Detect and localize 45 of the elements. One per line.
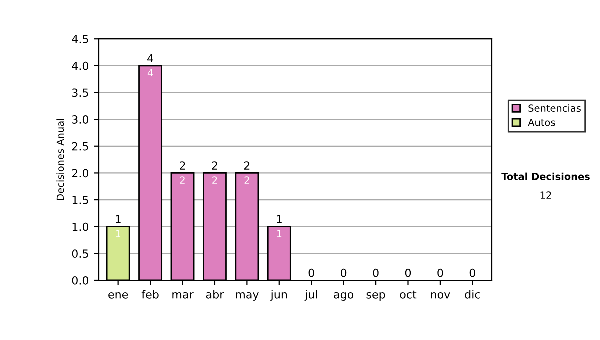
- total-label: 2: [212, 162, 218, 170]
- y-tick-label: 1.0: [72, 222, 89, 232]
- data-label: 2: [180, 176, 185, 184]
- x-tick-label: sep: [366, 292, 386, 301]
- total-label: 0: [373, 268, 379, 278]
- y-tick-label: 4.5: [72, 35, 88, 44]
- total-label: 2: [244, 162, 250, 170]
- x-tick-label: jul: [304, 290, 318, 301]
- total-label: 0: [405, 268, 412, 278]
- text: 12: [540, 192, 552, 199]
- total-label: 4: [148, 54, 154, 63]
- data-label: 1: [277, 230, 282, 238]
- y-tick-label: 2.5: [72, 142, 88, 151]
- total-label: 2: [180, 162, 186, 170]
- y-tick-label: 0.5: [72, 250, 88, 258]
- x-tick-label: mar: [172, 292, 194, 299]
- x-tick-label: ene: [108, 292, 128, 299]
- total-label: 0: [341, 268, 347, 278]
- data-label: 2: [212, 176, 218, 184]
- x-tick-label: nov: [431, 292, 450, 299]
- text: Total Decisiones: [502, 172, 590, 180]
- y-tick-label: 4.0: [72, 62, 89, 70]
- y-tick-label: 0.0: [72, 276, 89, 285]
- x-tick-label: dic: [465, 290, 480, 299]
- x-tick-label: jun: [270, 290, 288, 301]
- x-tick-label: ago: [334, 292, 354, 301]
- total-label: 1: [116, 215, 121, 224]
- data-label: 4: [148, 69, 154, 77]
- data-label: 2: [244, 176, 250, 184]
- total-label: 0: [308, 268, 314, 278]
- y-tick-label: 3.0: [72, 116, 89, 124]
- y-tick-label: 3.5: [72, 88, 88, 98]
- y-axis-title: Decisiones Anual: [56, 119, 64, 200]
- total-label: 0: [470, 268, 476, 278]
- y-tick-label: 1.5: [72, 196, 88, 204]
- x-tick-label: abr: [206, 290, 224, 299]
- x-tick-label: may: [236, 292, 259, 301]
- total-label: 1: [277, 215, 282, 224]
- legend-label: Autos: [528, 119, 556, 126]
- x-tick-label: oct: [400, 290, 417, 299]
- x-tick-label: feb: [142, 290, 159, 299]
- total-label: 0: [438, 268, 444, 278]
- legend-label: Sentencias: [528, 104, 581, 112]
- data-label: 1: [116, 230, 121, 238]
- y-tick-label: 2.0: [72, 169, 89, 178]
